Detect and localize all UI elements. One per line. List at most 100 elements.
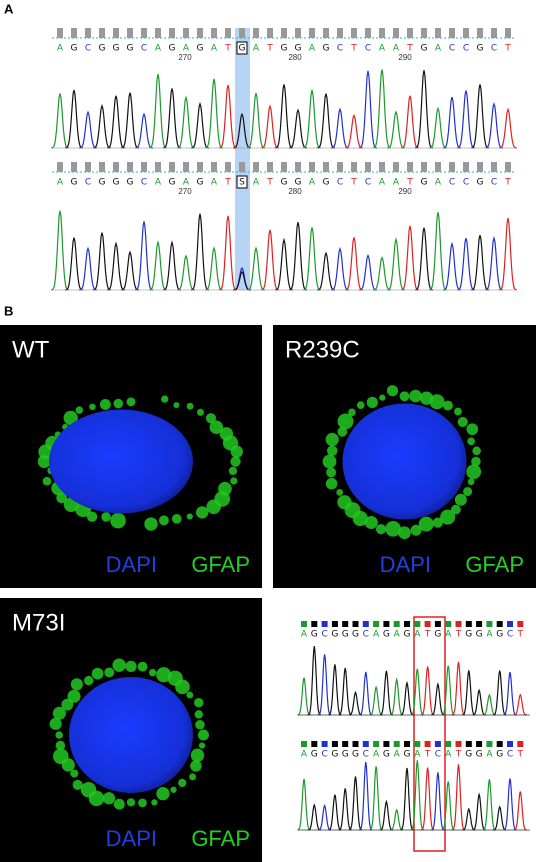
position: 270 [178,53,192,62]
peak [246,92,265,149]
base-square [517,741,524,747]
gfap-signal [80,781,97,798]
quality-bar [351,28,357,38]
base-square [362,741,369,747]
quality-bar [337,162,343,172]
stain-label: GFAP [191,552,250,577]
peak [484,235,503,291]
peak [420,767,435,831]
base-square [507,621,513,627]
peak [482,693,496,716]
gfap-signal [173,402,180,409]
peak [79,110,97,149]
peak [369,685,383,716]
peak [106,95,125,149]
gfap-signal [472,446,481,456]
peak [429,106,447,149]
peak [410,760,424,831]
gfap-signal [63,410,78,426]
peak [344,237,363,291]
peak [190,213,209,291]
base-square [455,621,462,627]
quality-bar [351,162,357,172]
peak [177,254,195,291]
base: A [435,44,442,54]
gfap-signal [72,779,83,790]
peak [316,93,335,149]
peak [92,232,111,291]
base: T [517,750,524,760]
quality-bar [393,162,399,172]
peak [233,271,251,291]
gfap-signal [466,464,482,480]
base-square [476,621,483,627]
base-square [342,741,349,747]
peak [64,89,83,149]
gfap-signal [101,512,111,522]
gfap-signal [55,731,63,739]
quality-bar [155,28,161,38]
gfap-signal [457,416,468,427]
base-square [404,741,410,747]
quality-bar [309,28,315,38]
stain-label: GFAP [465,552,524,577]
position: 280 [288,187,302,196]
quality-bar [505,28,511,38]
base: C [449,178,455,188]
peak [359,253,377,291]
base: C [363,750,369,760]
peak [373,256,391,291]
base-square [393,741,400,747]
base-square [373,741,380,747]
gfap-signal [337,413,354,430]
peak [428,212,447,291]
gfap-signal [113,398,124,409]
peak [331,246,349,291]
base: A [309,178,316,188]
gfap-signal [230,445,243,458]
peak [64,237,83,291]
nucleus [69,677,193,793]
peak [387,110,405,149]
gfap-signal [151,799,158,806]
peak [414,227,433,291]
base: A [309,44,316,54]
base: T [455,630,462,640]
base-square [321,621,328,627]
gfap-signal [230,477,238,485]
gfap-signal [113,798,125,810]
base: A [414,630,421,640]
base: A [379,44,386,54]
base: C [491,44,497,54]
base-square [383,621,390,627]
base: G [71,44,78,54]
gfap-signal [110,512,126,529]
base: G [477,44,484,54]
gfap-signal [366,396,378,409]
quality-bar [463,28,469,38]
base: T [504,178,511,188]
peak [372,69,391,149]
gfap-signal [67,689,81,703]
quality-bar [295,162,301,172]
quality-bar [267,28,273,38]
peak [307,646,321,716]
base-square [465,621,472,627]
gfap-signal [322,454,337,469]
base: G [99,178,106,188]
gfap-signal [126,397,136,407]
gfap-signal [325,432,339,447]
gfap-signal [209,420,224,435]
peak [410,668,424,716]
base: G [383,630,390,640]
base: C [463,44,469,54]
base: A [155,44,162,54]
base-square [321,741,328,747]
peak [400,225,419,291]
peak [79,246,97,291]
base-square [486,621,493,627]
peak [451,661,466,716]
peak [498,217,517,291]
quality-bar [71,162,77,172]
base: T [350,44,357,54]
